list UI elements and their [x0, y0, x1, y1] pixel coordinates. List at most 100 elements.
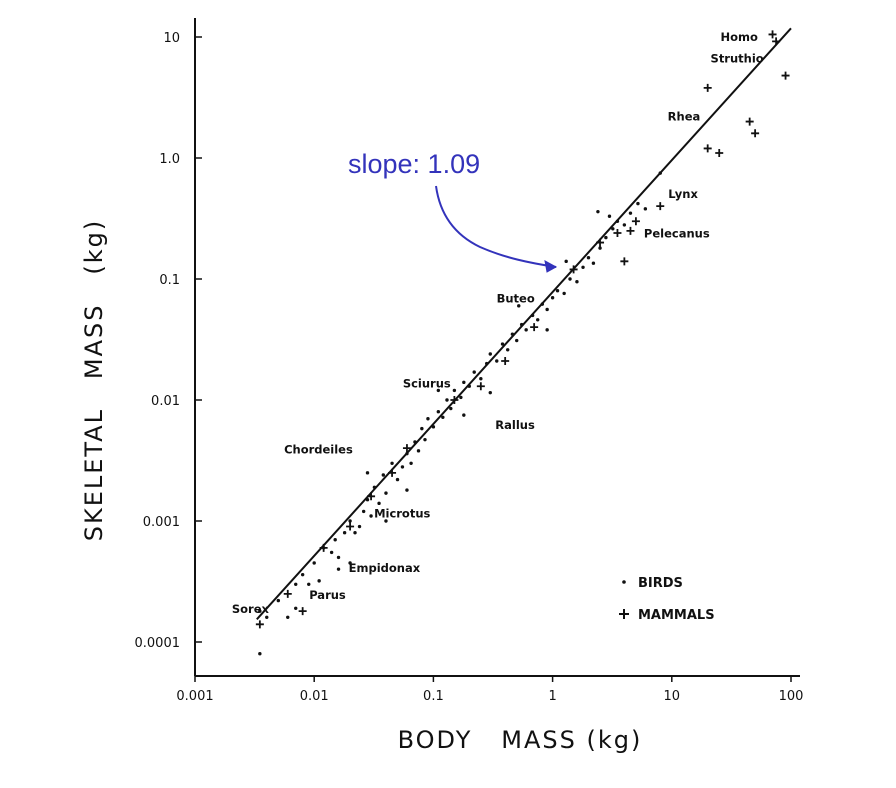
mammal-point — [703, 144, 712, 153]
bird-point — [265, 615, 269, 620]
bird-point — [586, 255, 591, 260]
mammal-point — [656, 202, 665, 211]
bird-point — [643, 207, 648, 211]
x-tick-label: 0.001 — [176, 689, 213, 704]
bird-point — [307, 582, 311, 586]
legend-mammals-label: MAMMALS — [638, 608, 715, 623]
bird-point — [459, 395, 463, 400]
bird-point — [365, 471, 370, 475]
bird-point — [575, 279, 579, 284]
mammal-point — [613, 228, 622, 237]
taxon-label: Sciurus — [403, 377, 451, 391]
bird-point — [381, 473, 386, 477]
x-tick-label: 0.01 — [300, 689, 329, 704]
bird-point — [426, 417, 430, 421]
bird-point — [436, 388, 441, 393]
bird-point — [488, 352, 492, 356]
mammal-point — [715, 148, 724, 157]
bird-point — [479, 376, 483, 381]
bird-point — [353, 531, 357, 535]
bird-point — [416, 449, 421, 453]
bird-point — [545, 307, 549, 312]
bird-point — [488, 390, 492, 395]
bird-point — [495, 359, 499, 363]
y-tick-label: 1.0 — [159, 152, 180, 167]
bird-point — [336, 555, 341, 560]
y-tick-label: 10 — [163, 31, 180, 46]
slope-annotation: slope: 1.09 — [348, 149, 558, 273]
bird-point — [317, 579, 321, 583]
mammal-point — [631, 217, 640, 226]
bird-point — [555, 289, 560, 293]
bird-point — [517, 304, 521, 308]
taxon-label: Homo — [721, 30, 759, 44]
mammal-point — [569, 265, 578, 274]
bird-point — [591, 261, 596, 265]
slope-note: slope: 1.09 — [348, 149, 480, 179]
mammal-point — [626, 226, 635, 235]
mammal-point — [751, 129, 760, 138]
bird-point — [596, 209, 600, 214]
bird-point — [581, 265, 585, 269]
axes — [194, 18, 800, 677]
fit-line-group — [256, 27, 792, 621]
bird-point — [384, 519, 388, 523]
y-tick-label: 0.1 — [159, 273, 180, 288]
bird-point — [500, 342, 505, 346]
bird-point — [312, 561, 316, 565]
bird-point — [420, 426, 424, 431]
mammal-point — [450, 396, 459, 404]
bird-point — [348, 519, 352, 523]
bird-point — [550, 296, 555, 300]
legend-mammals-marker — [619, 609, 629, 619]
y-tick-label: 0.0001 — [135, 636, 181, 651]
regression-line — [256, 27, 792, 621]
mammal-point — [283, 589, 292, 598]
bird-point — [536, 318, 540, 322]
bird-point — [405, 451, 409, 456]
bird-point — [598, 246, 602, 250]
taxon-label: Struthio — [711, 52, 764, 66]
mammal-point — [781, 71, 790, 80]
mammal-point — [346, 522, 355, 531]
bird-point — [562, 291, 566, 296]
y-axis-title: SKELETAL MASS (kg) — [80, 219, 108, 541]
bird-point — [505, 348, 510, 352]
bird-point — [628, 211, 633, 215]
y-ticks: 0.0001 0.001 0.01 0.1 1.0 10 — [135, 31, 202, 651]
bird-point — [342, 531, 347, 535]
bird-point — [515, 338, 519, 343]
mammal-point — [402, 444, 411, 453]
bird-point — [405, 488, 409, 492]
bird-point — [510, 332, 515, 336]
bird-point — [395, 477, 400, 482]
x-ticks: 0.001 0.01 0.1 1 10 100 — [176, 676, 803, 704]
annotation-arrow — [435, 185, 557, 268]
bird-point — [530, 313, 535, 318]
bird-point — [348, 561, 352, 565]
taxon-labels: Homo Struthio Rhea Lynx Pelecanus Buteo Sciuru… — [232, 30, 764, 616]
bird-point — [365, 497, 370, 502]
bird-point — [258, 609, 262, 613]
bird-point — [400, 465, 405, 469]
legend-birds-marker — [622, 580, 626, 584]
taxon-label: Parus — [309, 588, 346, 602]
bird-point — [545, 328, 549, 332]
bird-point — [329, 550, 334, 555]
bird-point — [276, 598, 281, 603]
bird-point — [369, 514, 373, 518]
mammal-point — [388, 468, 397, 477]
bird-point — [472, 370, 476, 374]
bird-point — [441, 415, 445, 419]
series-birds — [258, 171, 662, 656]
bird-point — [636, 201, 640, 206]
taxon-label: Lynx — [668, 187, 698, 201]
taxon-label: Chordeiles — [284, 443, 353, 457]
bird-point — [336, 567, 341, 571]
x-tick-label: 10 — [664, 689, 681, 704]
taxon-label: Microtus — [374, 507, 430, 521]
bird-point — [258, 652, 262, 656]
mammal-point — [298, 607, 307, 616]
bird-point — [568, 277, 572, 281]
